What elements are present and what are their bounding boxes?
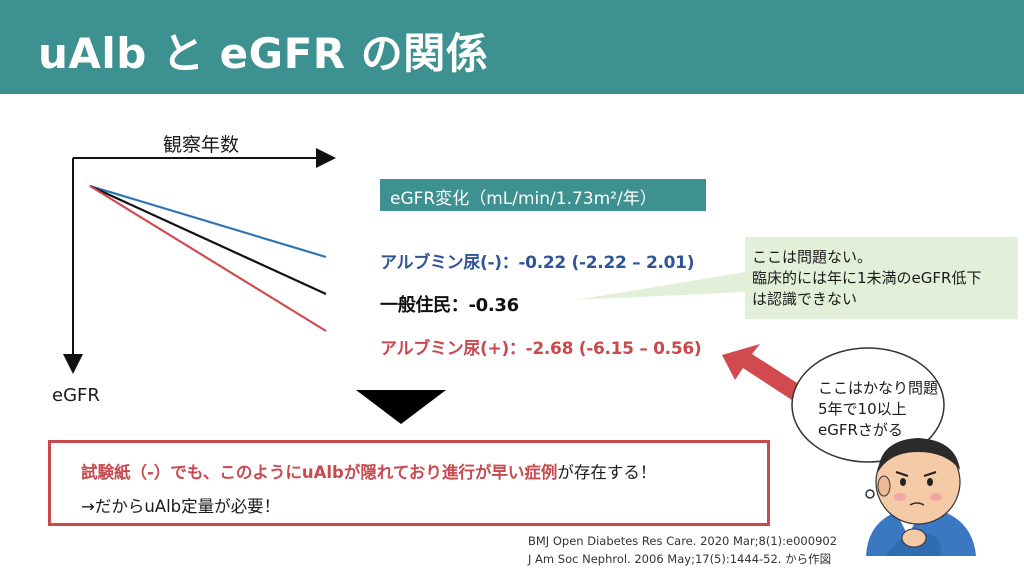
down-arrow-triangle (356, 390, 446, 424)
bubble-line: eGFRさがる (818, 421, 903, 439)
albuminuria-positive-value: アルブミン尿(+)：-2.68 (-6.15 – 0.56) (380, 339, 702, 359)
conclusion-box: 試験紙（-）でも、このようにuAlbが隠れており進行が早い症例が存在する！ →だ… (48, 440, 770, 526)
conclusion-highlight: 試験紙（-）でも、このようにuAlbが隠れており進行が早い症例 (81, 463, 558, 482)
conclusion-line-2: →だからuAlb定量が必要！ (81, 497, 281, 516)
y-axis-label: eGFR (52, 385, 100, 406)
reference-1: BMJ Open Diabetes Res Care. 2020 Mar;8(1… (528, 534, 838, 548)
bubble-line: 5年で10以上 (818, 400, 907, 418)
albuminuria-negative-value: アルブミン尿(-)：-0.22 (-2.22 – 2.01) (380, 253, 695, 273)
callout-line: 臨床的には年に1未満のeGFR低下 (752, 269, 982, 287)
title-bar: uAlb と eGFR の関係 (0, 0, 1024, 94)
conclusion-line-1: 試験紙（-）でも、このようにuAlbが隠れており進行が早い症例が存在する！ (81, 459, 656, 483)
trend-line-albuminuria-positive (89, 185, 327, 332)
callout-text: ここは問題ない。 臨床的には年に1未満のeGFR低下 は認識できない (752, 247, 981, 310)
callout-line: は認識できない (752, 290, 858, 308)
bubble-line: ここはかなり問題 (818, 379, 939, 397)
egfr-change-unit-label: eGFR変化（mL/min/1.73m²/年） (380, 179, 706, 211)
callout-shape (576, 237, 1018, 319)
callout-line: ここは問題ない。 (752, 248, 873, 266)
general-population-value: 一般住民：-0.36 (380, 295, 519, 316)
trend-line-general-population (89, 184, 327, 296)
red-arrow-icon (722, 344, 808, 404)
reference-2: J Am Soc Nephrol. 2006 May;17(5):1444-52… (528, 552, 832, 566)
worried-person-icon (866, 438, 976, 556)
conclusion-tail: が存在する！ (557, 463, 657, 482)
trend-line-albuminuria-negative (89, 184, 327, 259)
page-title: uAlb と eGFR の関係 (38, 29, 489, 78)
x-axis-label: 観察年数 (163, 134, 240, 156)
thought-bubble-text: ここはかなり問題 5年で10以上 eGFRさがる (818, 378, 938, 441)
